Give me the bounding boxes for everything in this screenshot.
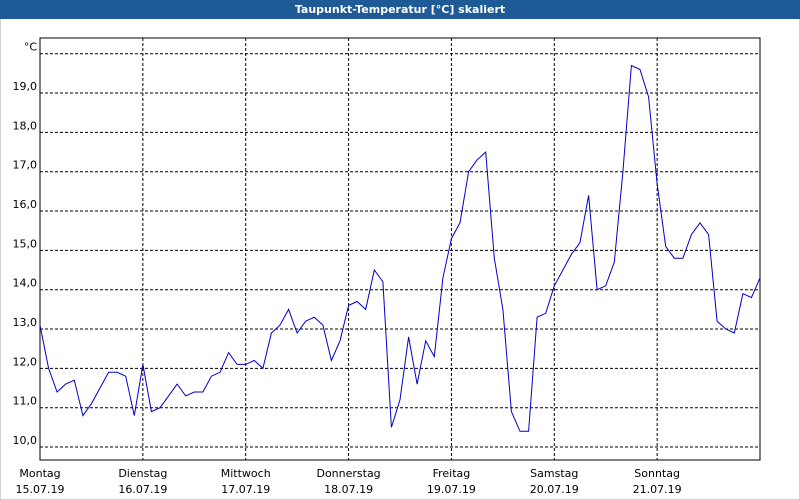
y-tick-label: 15,0 — [13, 237, 38, 250]
y-tick-label: 11,0 — [13, 395, 38, 408]
x-tick-label: 16.07.19 — [118, 483, 167, 496]
y-tick-label: 13,0 — [13, 316, 38, 329]
x-tick-label: 15.07.19 — [16, 483, 65, 496]
chart-title: Taupunkt-Temperatur [°C] skaliert — [295, 3, 505, 16]
x-tick-label: 20.07.19 — [530, 483, 579, 496]
y-tick-label: 17,0 — [13, 159, 38, 172]
x-tick-label: 18.07.19 — [324, 483, 373, 496]
x-tick-label: Samstag — [530, 467, 578, 480]
x-tick-label: Mittwoch — [221, 467, 271, 480]
x-tick-label: Dienstag — [118, 467, 167, 480]
y-tick-label: °C — [24, 41, 38, 54]
x-tick-label: Montag — [19, 467, 60, 480]
y-tick-label: 12,0 — [13, 355, 38, 368]
x-tick-label: 21.07.19 — [633, 483, 682, 496]
plot-area — [39, 37, 761, 461]
x-tick-label: 17.07.19 — [221, 483, 270, 496]
x-tick-label: Donnerstag — [316, 467, 380, 480]
y-tick-label: 16,0 — [13, 198, 38, 211]
title-bar — [0, 0, 800, 19]
y-tick-label: 18,0 — [13, 119, 38, 132]
x-tick-label: Freitag — [433, 467, 471, 480]
y-tick-label: 19,0 — [13, 80, 38, 93]
x-tick-label: 19.07.19 — [427, 483, 476, 496]
data-line — [39, 64, 761, 432]
x-tick-label: Sonntag — [634, 467, 680, 480]
y-tick-label: 10,0 — [13, 434, 38, 447]
y-tick-label: 14,0 — [13, 277, 38, 290]
